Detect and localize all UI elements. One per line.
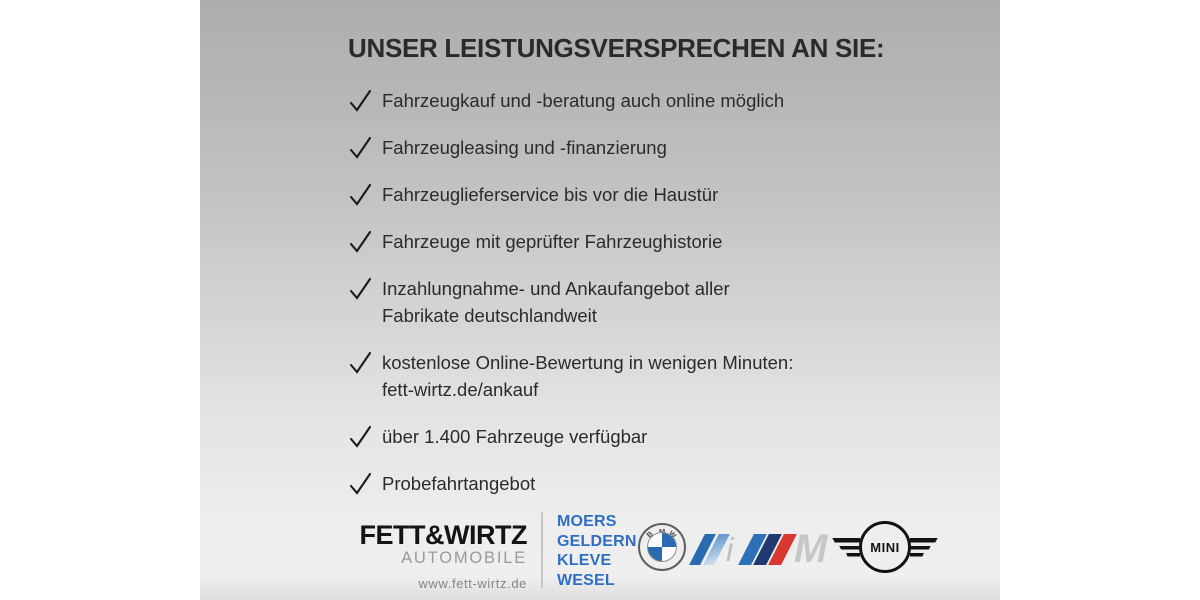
bmw-roundel-quadrants [647,532,677,562]
location-moers: MOERS [557,513,617,530]
footer: FETT&WIRTZ AUTOMOBILE www.fett-wirtz.de … [200,505,1000,600]
bmw-m-logo: M [738,527,827,571]
promise-item-text: Fahrzeugleasing und -finanzierung [382,137,667,158]
dealer-logo: FETT&WIRTZ AUTOMOBILE www.fett-wirtz.de [350,520,528,592]
bmw-m-letter: M [794,527,827,571]
check-icon [348,351,372,375]
check-icon [348,230,372,254]
bmw-i-logo: i [689,530,734,568]
promise-item-text: Fahrzeugkauf und -beratung auch online m… [382,90,785,111]
check-icon [348,277,372,301]
promise-item-text: Probefahrtangebot [382,473,536,494]
check-icon [348,425,372,449]
bmw-logo-letter: M [659,526,666,536]
mini-wing-left [832,536,860,558]
promise-item-text: Fahrzeuglieferservice bis vor die Haustü… [382,184,719,205]
bmw-logo: B M W [638,523,686,571]
check-icon [348,89,372,113]
dealer-website: www.fett-wirtz.de [418,576,527,591]
footer-divider [541,512,543,588]
promise-item: Fahrzeuglieferservice bis vor die Haustü… [348,181,908,208]
dealer-name: FETT&WIRTZ [359,520,528,550]
promise-item-text: Inzahlungnahme- und Ankaufangebot aller F… [382,278,730,326]
dealer-locations: MOERS GELDERN KLEVE WESEL [557,512,637,590]
promo-panel: UNSER LEISTUNGSVERSPRECHEN AN SIE: Fahrz… [200,0,1000,600]
promise-list: Fahrzeugkauf und -beratung auch online m… [348,87,908,497]
promise-item: Fahrzeuge mit geprüfter Fahrzeughistorie [348,228,908,255]
promise-item-text: kostenlose Online-Bewertung in wenigen M… [382,352,794,400]
location-geldern: GELDERN [557,532,637,550]
promise-item: Fahrzeugleasing und -finanzierung [348,134,908,161]
promise-item-text: Fahrzeuge mit geprüfter Fahrzeughistorie [382,231,723,252]
promise-item: Probefahrtangebot [348,470,908,497]
mini-wing-right [910,536,938,558]
promise-item: Fahrzeugkauf und -beratung auch online m… [348,87,908,114]
check-icon [348,183,372,207]
mini-roundel: MINI [859,521,911,573]
promise-section: UNSER LEISTUNGSVERSPRECHEN AN SIE: Fahrz… [348,33,908,517]
promise-item: kostenlose Online-Bewertung in wenigen M… [348,349,908,403]
dealer-subtitle: AUTOMOBILE [401,549,527,567]
check-icon [348,136,372,160]
bmw-i-letter: i [726,530,734,568]
promise-item: Inzahlungnahme- und Ankaufangebot aller F… [348,275,908,329]
promise-title: UNSER LEISTUNGSVERSPRECHEN AN SIE: [348,33,885,63]
promise-item: über 1.400 Fahrzeuge verfügbar [348,423,908,450]
check-icon [348,472,372,496]
promise-item-text: über 1.400 Fahrzeuge verfügbar [382,426,648,447]
location-kleve: KLEVE [557,552,612,569]
location-wesel: WESEL [557,571,615,589]
mini-logo: MINI [832,521,938,573]
mini-label: MINI [870,539,900,555]
